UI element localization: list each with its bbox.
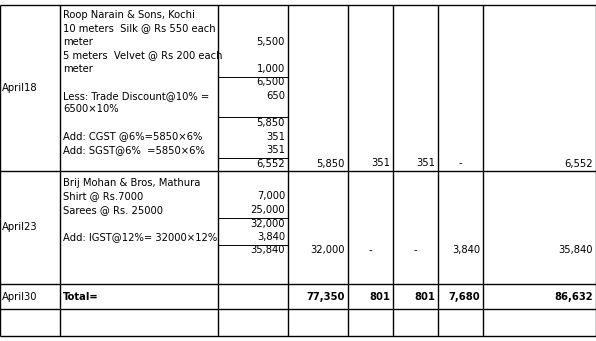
- Text: 6,500: 6,500: [257, 77, 285, 88]
- Text: 25,000: 25,000: [250, 205, 285, 215]
- Text: 32,000: 32,000: [311, 246, 345, 255]
- Text: 7,000: 7,000: [257, 192, 285, 202]
- Text: 7,680: 7,680: [448, 292, 480, 301]
- Text: 6,552: 6,552: [564, 159, 593, 168]
- Text: 351: 351: [266, 132, 285, 142]
- Text: Add: SGST@6%  =5850×6%: Add: SGST@6% =5850×6%: [63, 145, 205, 155]
- Text: April23: April23: [2, 222, 38, 233]
- Text: 6500×10%: 6500×10%: [63, 104, 119, 115]
- Text: Less: Trade Discount@10% =: Less: Trade Discount@10% =: [63, 91, 209, 101]
- Text: Roop Narain & Sons, Kochi: Roop Narain & Sons, Kochi: [63, 10, 195, 20]
- Text: 5,500: 5,500: [257, 37, 285, 47]
- Text: meter: meter: [63, 37, 93, 47]
- Text: Add: CGST @6%=5850×6%: Add: CGST @6%=5850×6%: [63, 132, 203, 142]
- Text: 10 meters  Silk @ Rs 550 each: 10 meters Silk @ Rs 550 each: [63, 24, 216, 33]
- Text: 5 meters  Velvet @ Rs 200 each: 5 meters Velvet @ Rs 200 each: [63, 50, 222, 60]
- Text: 6,552: 6,552: [256, 159, 285, 168]
- Text: 801: 801: [369, 292, 390, 301]
- Text: 5,850: 5,850: [316, 159, 345, 168]
- Text: -: -: [459, 159, 462, 168]
- Text: Total=: Total=: [63, 292, 98, 301]
- Text: April18: April18: [2, 83, 38, 93]
- Text: Brij Mohan & Bros, Mathura: Brij Mohan & Bros, Mathura: [63, 178, 200, 188]
- Text: meter: meter: [63, 64, 93, 74]
- Text: 801: 801: [414, 292, 435, 301]
- Text: -: -: [369, 246, 372, 255]
- Text: 3,840: 3,840: [257, 232, 285, 242]
- Text: 5,850: 5,850: [257, 118, 285, 128]
- Text: 86,632: 86,632: [554, 292, 593, 301]
- Text: 351: 351: [371, 159, 390, 168]
- Text: 351: 351: [266, 145, 285, 155]
- Text: 77,350: 77,350: [306, 292, 345, 301]
- Text: Shirt @ Rs.7000: Shirt @ Rs.7000: [63, 192, 143, 202]
- Text: April30: April30: [2, 292, 38, 301]
- Text: 3,840: 3,840: [452, 246, 480, 255]
- Text: 32,000: 32,000: [250, 219, 285, 228]
- Text: 35,840: 35,840: [558, 246, 593, 255]
- Text: 1,000: 1,000: [257, 64, 285, 74]
- Text: Sarees @ Rs. 25000: Sarees @ Rs. 25000: [63, 205, 163, 215]
- Text: Add: IGST@12%= 32000×12%: Add: IGST@12%= 32000×12%: [63, 232, 218, 242]
- Text: -: -: [414, 246, 417, 255]
- Text: 650: 650: [266, 91, 285, 101]
- Text: 351: 351: [416, 159, 435, 168]
- Text: 35,840: 35,840: [250, 246, 285, 255]
